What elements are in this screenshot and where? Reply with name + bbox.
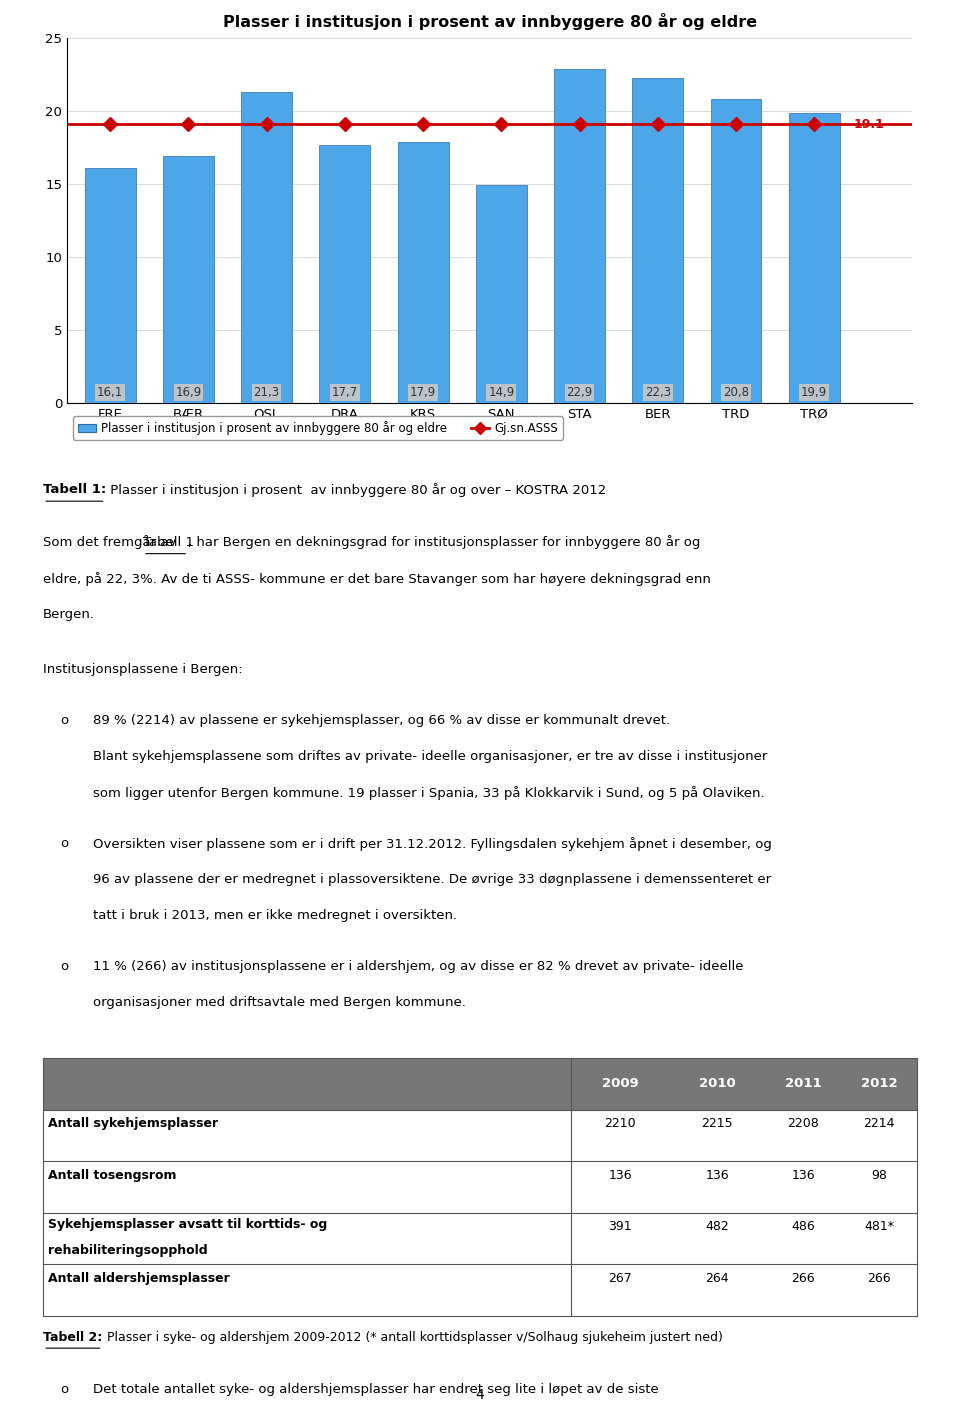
Text: eldre, på 22, 3%. Av de ti ASSS- kommune er det bare Stavanger som har høyere de: eldre, på 22, 3%. Av de ti ASSS- kommune… [43, 572, 711, 586]
Text: 2009: 2009 [602, 1078, 638, 1091]
Text: o: o [60, 836, 68, 851]
Text: rehabiliteringsopphold: rehabiliteringsopphold [48, 1245, 207, 1258]
Text: 98: 98 [871, 1169, 887, 1181]
Bar [710, 99, 761, 403]
Text: Antall aldershjemsplasser: Antall aldershjemsplasser [48, 1272, 229, 1284]
Text: 264: 264 [706, 1272, 729, 1284]
Text: som ligger utenfor Bergen kommune. 19 plasser i Spania, 33 på Klokkarvik i Sund,: som ligger utenfor Bergen kommune. 19 pl… [93, 787, 765, 800]
Text: 22,9: 22,9 [566, 386, 592, 398]
Bar [397, 141, 448, 403]
Text: o: o [60, 714, 68, 726]
Text: 2214: 2214 [863, 1118, 895, 1130]
Text: Plasser i institusjon i prosent  av innbyggere 80 år og over – KOSTRA 2012: Plasser i institusjon i prosent av innby… [106, 483, 606, 497]
Text: 96 av plassene der er medregnet i plassoversiktene. De øvrige 33 døgnplassene i : 96 av plassene der er medregnet i plasso… [93, 873, 771, 886]
Bar [43, 1058, 917, 1109]
Text: Plasser i syke- og aldershjem 2009-2012 (* antall korttidsplasser v/Solhaug sjuk: Plasser i syke- og aldershjem 2009-2012 … [103, 1331, 723, 1344]
Text: 21,3: 21,3 [253, 386, 279, 398]
Legend: Plasser i institusjon i prosent av innbyggere 80 år og eldre, Gj.sn.ASSS: Plasser i institusjon i prosent av innby… [73, 417, 564, 439]
Text: 19,9: 19,9 [801, 386, 828, 398]
Text: Oversikten viser plassene som er i drift per 31.12.2012. Fyllingsdalen sykehjem : Oversikten viser plassene som er i drift… [93, 836, 772, 851]
Text: Blant sykehjemsplassene som driftes av private- ideelle organisasjoner, er tre a: Blant sykehjemsplassene som driftes av p… [93, 750, 767, 763]
Text: 481*: 481* [864, 1221, 894, 1234]
Text: 20,8: 20,8 [723, 386, 749, 398]
Text: Bergen.: Bergen. [43, 608, 95, 622]
Text: 2010: 2010 [699, 1078, 735, 1091]
Text: 266: 266 [867, 1272, 891, 1284]
Text: 391: 391 [609, 1221, 632, 1234]
Text: Det totale antallet syke- og aldershjemsplasser har endret seg lite i løpet av d: Det totale antallet syke- og aldershjems… [93, 1383, 659, 1396]
Text: Institusjonsplassene i Bergen:: Institusjonsplassene i Bergen: [43, 663, 243, 677]
Bar [554, 69, 605, 403]
Text: Antall sykehjemsplasser: Antall sykehjemsplasser [48, 1118, 218, 1130]
Text: 14,9: 14,9 [489, 386, 515, 398]
Text: , har Bergen en dekningsgrad for institusjonsplasser for innbyggere 80 år og: , har Bergen en dekningsgrad for institu… [188, 536, 701, 550]
Text: organisasjoner med driftsavtale med Bergen kommune.: organisasjoner med driftsavtale med Berg… [93, 996, 466, 1009]
Text: 17,7: 17,7 [332, 386, 358, 398]
Text: Tabell 2:: Tabell 2: [43, 1331, 103, 1344]
Text: 11 % (266) av institusjonsplassene er i aldershjem, og av disse er 82 % drevet a: 11 % (266) av institusjonsplassene er i … [93, 959, 744, 974]
Text: 89 % (2214) av plassene er sykehjemsplasser, og 66 % av disse er kommunalt dreve: 89 % (2214) av plassene er sykehjemsplas… [93, 714, 670, 726]
Text: 2215: 2215 [702, 1118, 732, 1130]
Text: 2012: 2012 [860, 1078, 898, 1091]
Bar [84, 168, 135, 403]
Text: 486: 486 [791, 1221, 815, 1234]
Bar [320, 144, 371, 403]
Title: Plasser i institusjon i prosent av innbyggere 80 år og eldre: Plasser i institusjon i prosent av innby… [223, 13, 756, 30]
Text: 136: 136 [791, 1169, 815, 1181]
Text: Tabell 1: Tabell 1 [143, 536, 194, 548]
Bar [789, 113, 840, 403]
Text: 2210: 2210 [605, 1118, 636, 1130]
Text: 19.1: 19.1 [853, 117, 884, 130]
Text: Som det fremgår av: Som det fremgår av [43, 536, 180, 550]
Text: 16,1: 16,1 [97, 386, 123, 398]
Text: o: o [60, 1383, 68, 1396]
Text: 4: 4 [475, 1388, 485, 1402]
Text: Antall tosengsrom: Antall tosengsrom [48, 1169, 177, 1181]
Bar [633, 78, 684, 403]
Text: tatt i bruk i 2013, men er ikke medregnet i oversikten.: tatt i bruk i 2013, men er ikke medregne… [93, 910, 457, 923]
Text: Tabell 1:: Tabell 1: [43, 483, 107, 496]
Text: 267: 267 [609, 1272, 632, 1284]
Text: 136: 136 [609, 1169, 632, 1181]
Bar [476, 185, 527, 403]
Text: 266: 266 [791, 1272, 815, 1284]
Text: 16,9: 16,9 [176, 386, 202, 398]
Text: o: o [60, 959, 68, 974]
Bar [163, 157, 214, 403]
Text: 17,9: 17,9 [410, 386, 436, 398]
Text: Sykehjemsplasser avsatt til korttids- og: Sykehjemsplasser avsatt til korttids- og [48, 1218, 327, 1232]
Text: 136: 136 [706, 1169, 729, 1181]
Text: 22,3: 22,3 [645, 386, 671, 398]
Bar [241, 92, 292, 403]
Text: 482: 482 [706, 1221, 729, 1234]
Text: 2208: 2208 [787, 1118, 819, 1130]
Text: 2011: 2011 [784, 1078, 822, 1091]
